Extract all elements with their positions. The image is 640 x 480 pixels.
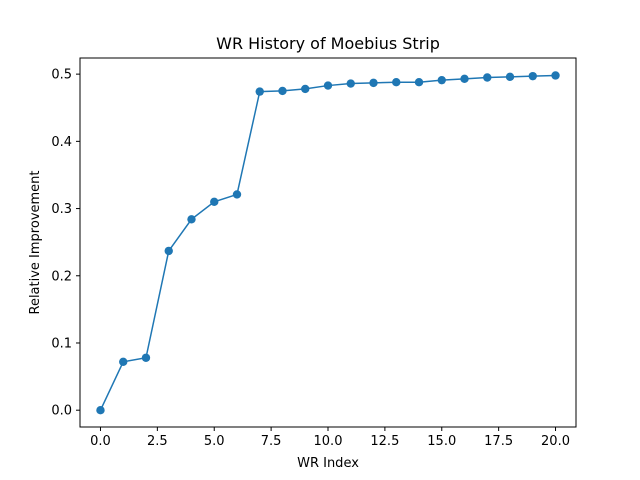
y-axis: 0.0 0.1 0.2 0.3 0.4 0.5 [51, 68, 80, 419]
series-line [99, 74, 556, 411]
data-point [528, 71, 537, 81]
y-tick-label: 0.5 [51, 68, 72, 83]
data-point [187, 215, 196, 224]
data-point [96, 405, 105, 415]
data-point [323, 81, 333, 90]
data-point [255, 87, 264, 96]
y-axis-label: Relative Improvement [28, 170, 43, 314]
data-point [141, 353, 151, 362]
x-tick-label: 2.5 [147, 434, 168, 449]
data-point [278, 86, 287, 96]
data-point [119, 357, 128, 367]
data-point [210, 197, 219, 207]
data-point [505, 72, 515, 82]
y-tick-label: 0.3 [51, 202, 72, 217]
chart-title: WR History of Moebius Strip [216, 34, 440, 53]
data-point [164, 246, 173, 256]
x-tick-label: 7.5 [261, 434, 282, 449]
data-point [437, 75, 446, 85]
x-tick-label: 10.0 [314, 434, 343, 449]
x-axis-label: WR Index [297, 456, 359, 471]
data-point [392, 77, 401, 87]
data-point [460, 74, 469, 84]
y-tick-label: 0.2 [51, 269, 72, 284]
y-tick-label: 0.4 [51, 135, 72, 150]
data-point [483, 73, 492, 82]
data-point [369, 78, 378, 88]
x-tick-label: 20.0 [541, 434, 570, 449]
data-point [346, 79, 355, 88]
x-tick-label: 17.5 [484, 434, 513, 449]
y-tick-label: 0.1 [51, 336, 72, 351]
x-axis: 0.0 2.5 5.0 7.5 10.0 12.5 15.0 17.5 20.0 [90, 427, 570, 449]
axes-frame [79, 57, 577, 428]
x-tick-label: 12.5 [370, 434, 399, 449]
data-point [414, 77, 424, 87]
x-tick-label: 0.0 [90, 434, 111, 449]
y-tick-label: 0.0 [51, 404, 72, 419]
x-tick-label: 15.0 [427, 434, 456, 449]
data-point [551, 71, 560, 80]
data-point [232, 190, 242, 199]
series-layer [96, 71, 560, 415]
x-tick-label: 5.0 [204, 434, 225, 449]
data-point [301, 84, 310, 94]
